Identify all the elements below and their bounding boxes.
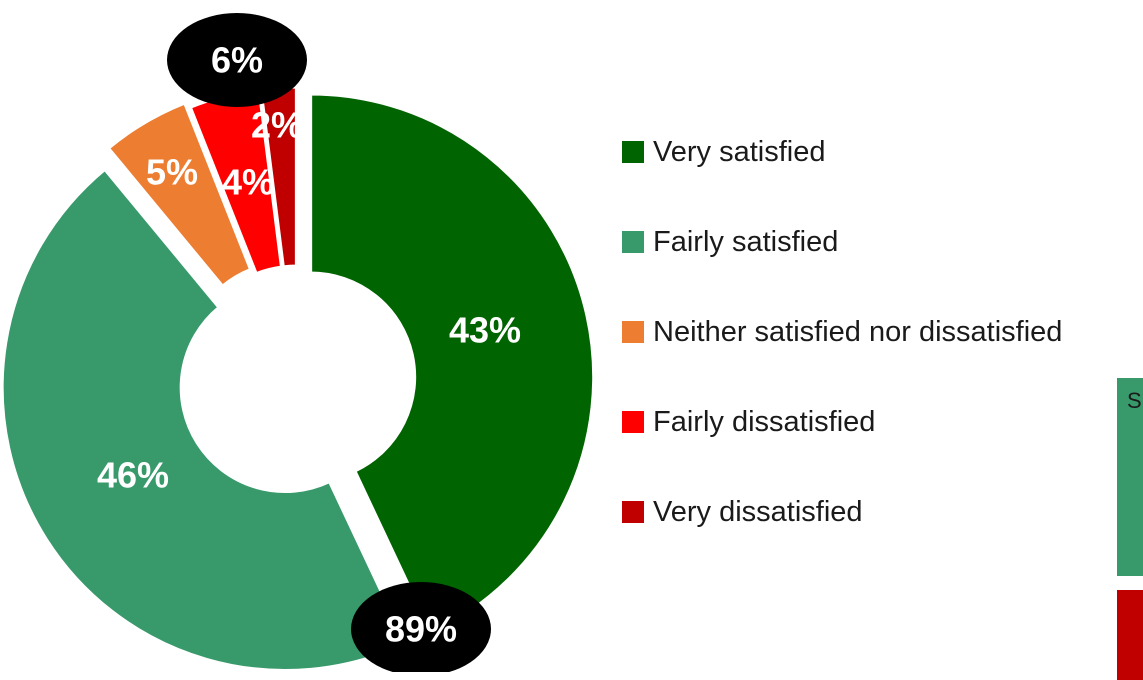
side-box-satisfied: S <box>1117 378 1143 576</box>
callouts: 89% 6% <box>167 13 491 672</box>
legend-label: Very dissatisfied <box>653 496 863 528</box>
callout-dissatisfied-bubble <box>167 13 307 107</box>
legend-item-fairly-satisfied: Fairly satisfied <box>622 222 838 262</box>
legend-swatch <box>622 321 644 343</box>
callout-satisfied-bubble <box>351 582 491 672</box>
slice-neither-satisfied-nor-dissatisfied <box>106 101 253 289</box>
legend-item-fairly-dissatisfied: Fairly dissatisfied <box>622 402 875 442</box>
legend-label: Very satisfied <box>653 136 826 168</box>
data-label-neither-satisfied-nor-dissatisfied: 5% <box>146 152 198 193</box>
callout-dissatisfied-text: 6% <box>211 40 263 81</box>
callout-satisfied-text: 89% <box>385 609 457 650</box>
legend-swatch <box>622 231 644 253</box>
legend-swatch <box>622 501 644 523</box>
data-label-fairly-dissatisfied: 4% <box>222 162 274 203</box>
side-box-dissatisfied <box>1117 590 1143 680</box>
data-label-very-dissatisfied: 2% <box>251 105 303 146</box>
donut-slices <box>0 85 596 672</box>
data-label-fairly-satisfied: 46% <box>97 455 169 496</box>
legend-swatch <box>622 141 644 163</box>
slice-very-satisfied <box>309 92 596 636</box>
legend-label: Fairly satisfied <box>653 226 839 258</box>
side-box-satisfied-text: S <box>1127 388 1142 413</box>
legend-swatch <box>622 411 644 433</box>
legend-label: Fairly dissatisfied <box>653 406 876 438</box>
legend-item-neither-satisfied-nor-dissatisfied: Neither satisfied nor dissatisfied <box>622 312 1062 352</box>
slice-labels: 43% 46% 5% 4% 2% <box>97 105 521 496</box>
legend-item-very-satisfied: Very satisfied <box>622 132 825 172</box>
legend-item-very-dissatisfied: Very dissatisfied <box>622 492 863 532</box>
data-label-very-satisfied: 43% <box>449 310 521 351</box>
legend-label: Neither satisfied nor dissatisfied <box>653 316 1063 348</box>
slice-fairly-satisfied <box>0 167 408 672</box>
